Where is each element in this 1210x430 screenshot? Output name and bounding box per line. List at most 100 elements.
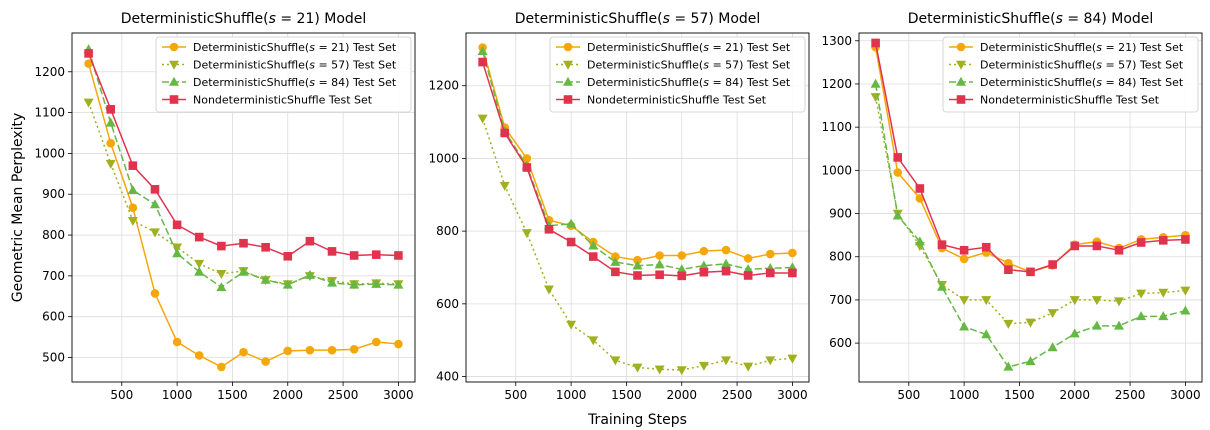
data-point [698,361,709,371]
legend-label-part: s [703,76,709,89]
data-point [172,248,183,258]
data-point [172,220,182,230]
data-point [172,337,182,347]
y-tick-label: 1300 [821,34,852,48]
chart-panel: 500 1000 1500 2000 2500 3000 500 600 700 800 900 10… [10,11,416,402]
data-point [349,345,359,354]
legend-label-part: s [703,59,709,72]
x-tick-label: 1000 [556,388,587,402]
data-point [787,354,798,364]
data-point [499,181,510,191]
data-point [1070,241,1080,251]
data-point [743,264,754,274]
data-point [632,363,643,373]
x-tick-label: 1500 [611,388,642,402]
data-point [500,128,510,138]
legend-label: DeterministicShuffle(s = 21) Test Set [193,41,397,54]
data-point [915,194,925,203]
y-tick-label: 700 [42,269,65,283]
legend-swatch-marker [563,60,573,70]
chart-title-part: DeterministicShuffle( [908,11,1056,27]
data-point [788,248,797,258]
legend-label-part: NondeterministicShuffle Test Set [193,94,373,107]
data-point [765,356,776,366]
x-tick-label: 3000 [383,388,414,402]
data-point [981,329,992,339]
data-point [871,38,880,48]
legend-swatch-marker [563,76,573,86]
data-point [217,362,226,372]
y-tick-label: 1200 [821,77,852,91]
legend-swatch-marker [169,76,179,86]
data-point [260,274,271,284]
data-point [1180,286,1191,296]
data-point [217,241,226,251]
chart-panel: 500 1000 1500 2000 2500 3000 600 700 800 900 1000 1… [821,11,1203,402]
y-tick-label: 1200 [34,65,65,79]
data-point [936,281,947,291]
data-point [349,251,359,260]
plot-frame [71,32,416,383]
data-point [327,247,337,256]
data-point [566,320,577,330]
legend-label-part: DeterministicShuffle( [587,76,703,89]
legend-label-part: = 57) Test Set [315,59,397,72]
data-point [1158,236,1168,245]
data-point [633,271,642,280]
x-tick-label: 3000 [777,388,808,402]
legend-label-part: NondeterministicShuffle Test Set [587,94,767,107]
data-point [84,59,93,68]
data-point [283,346,293,356]
data-point [1048,260,1057,269]
legend-label-part: s [703,41,709,54]
data-point [1025,356,1036,366]
x-tick-label: 1000 [949,388,980,402]
legend-swatch-marker [956,42,966,52]
data-point [127,184,138,194]
y-tick-label: 800 [436,224,459,238]
data-point [1069,328,1080,338]
legend-label-part: = 57) Test Set [709,59,791,72]
data-point [371,250,381,259]
data-point [305,236,315,246]
x-tick-label: 1500 [217,388,248,402]
data-point [149,228,160,238]
data-point [588,252,598,261]
y-tick-label: 1200 [428,79,459,93]
data-point [1158,288,1169,298]
data-point [1003,319,1014,329]
data-point [194,259,205,269]
data-point [611,267,620,277]
y-tick-label: 900 [829,207,852,221]
data-point [304,269,315,279]
data-point [239,238,248,248]
data-point [588,240,599,250]
data-point [893,168,903,177]
legend-label-part: = 84) Test Set [709,76,791,89]
data-point [327,345,337,355]
legend-label-part: s [309,76,315,89]
legend-box [549,36,806,113]
data-point [477,114,488,124]
data-point [633,255,642,265]
legend-label-part: DeterministicShuffle( [193,41,309,54]
data-point [1180,305,1191,315]
data-point [870,93,881,103]
chart-title-part: = 57) Model [670,11,760,27]
plot-frame [858,32,1203,383]
data-point [1091,320,1102,330]
data-point [478,57,487,67]
data-point [282,279,293,289]
data-point [106,105,116,114]
y-tick-label: 800 [829,250,852,264]
data-point [522,163,532,172]
legend-swatch-marker [956,60,966,70]
data-point [721,245,731,255]
data-point [959,296,970,306]
data-point [743,362,754,372]
legend-label-part: s [1096,41,1102,54]
legend-swatch-marker [169,42,179,52]
data-point [128,161,138,170]
data-point [655,270,664,280]
data-point [610,256,621,266]
